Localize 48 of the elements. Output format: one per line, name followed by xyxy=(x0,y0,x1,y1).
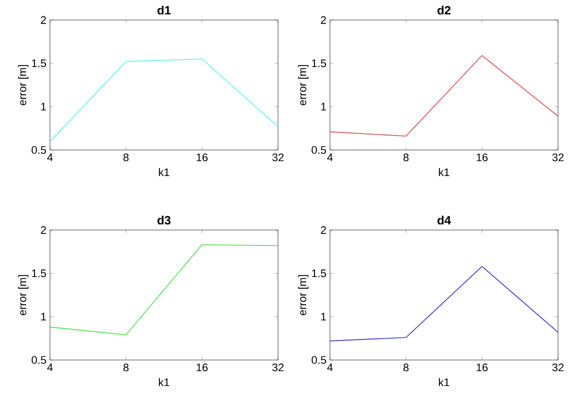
chart-title: d4 xyxy=(438,216,451,224)
line-series xyxy=(50,58,278,142)
y-tick-label: 2 xyxy=(40,226,46,234)
y-tick-label: 0.5 xyxy=(32,356,46,364)
y-tick-label: 1 xyxy=(41,312,46,320)
x-tick-label: 16 xyxy=(196,364,208,372)
y-tick-label: 0.5 xyxy=(312,356,326,364)
y-axis-title: error [m] xyxy=(18,275,28,316)
x-tick-label: 8 xyxy=(123,154,129,162)
x-axis-title: k1 xyxy=(158,378,170,386)
x-tick-label: 16 xyxy=(476,154,488,162)
x-tick-label: 32 xyxy=(552,154,564,162)
x-tick-label: 4 xyxy=(47,154,53,162)
y-tick-label: 1 xyxy=(321,312,326,320)
x-tick-label: 8 xyxy=(403,364,409,372)
line-series xyxy=(330,266,558,342)
chart-title: d1 xyxy=(158,6,171,14)
x-tick-label: 16 xyxy=(476,364,488,372)
y-tick-label: 0.5 xyxy=(32,146,46,154)
y-tick-label: 2 xyxy=(320,16,326,24)
y-tick-label: 1.5 xyxy=(32,270,46,278)
x-tick-label: 8 xyxy=(403,154,409,162)
x-tick-label: 32 xyxy=(272,364,284,372)
line-series xyxy=(330,55,558,137)
x-tick-label: 32 xyxy=(272,154,284,162)
chart-title: d3 xyxy=(158,216,171,225)
y-tick-label: 1.5 xyxy=(312,270,326,278)
y-tick-label: 1 xyxy=(41,102,46,110)
x-axis-title: k1 xyxy=(438,378,450,386)
y-tick-label: 2 xyxy=(320,226,326,234)
y-tick-label: 1 xyxy=(321,102,326,110)
y-axis-title: error [m] xyxy=(298,65,308,106)
x-tick-label: 4 xyxy=(47,364,53,372)
y-axis-title: error [m] xyxy=(18,65,28,106)
x-tick-label: 4 xyxy=(327,364,333,372)
line-series xyxy=(50,244,278,336)
y-tick-label: 1.5 xyxy=(32,60,46,68)
x-tick-label: 8 xyxy=(123,364,129,372)
x-tick-label: 4 xyxy=(327,154,333,162)
x-tick-label: 16 xyxy=(196,154,208,162)
y-axis-title: error [m] xyxy=(298,275,308,316)
chart-title: d2 xyxy=(438,6,451,14)
x-axis-title: k1 xyxy=(158,168,170,176)
y-tick-label: 2 xyxy=(40,16,46,24)
x-tick-label: 32 xyxy=(552,364,564,372)
x-axis-title: k1 xyxy=(438,168,450,176)
y-tick-label: 1.5 xyxy=(312,60,326,68)
y-tick-label: 0.5 xyxy=(312,146,326,154)
